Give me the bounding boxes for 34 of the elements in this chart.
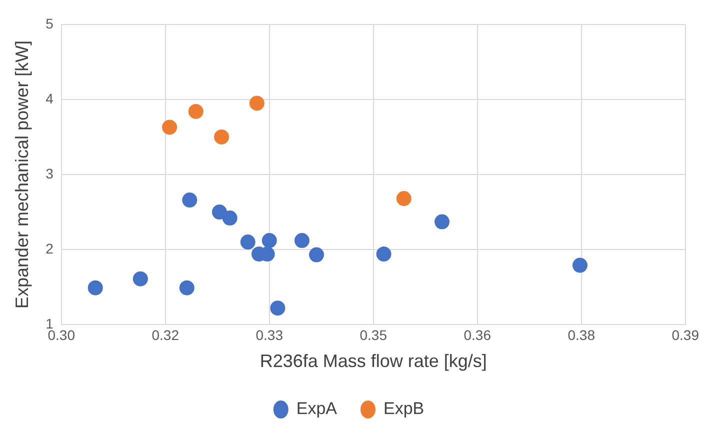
point bbox=[240, 234, 256, 250]
point bbox=[222, 210, 238, 226]
point bbox=[396, 191, 412, 206]
legend-label: ExpA bbox=[296, 399, 338, 418]
point bbox=[88, 280, 103, 296]
point bbox=[572, 258, 588, 273]
x-tick-label: 0.35 bbox=[360, 326, 388, 343]
x-tick-label: 0.38 bbox=[568, 326, 596, 343]
point bbox=[270, 300, 286, 316]
point bbox=[214, 129, 230, 144]
point bbox=[188, 104, 204, 119]
point bbox=[212, 204, 227, 220]
y-tick-label: 1 bbox=[46, 315, 54, 332]
y-tick-label: 2 bbox=[46, 240, 54, 256]
point bbox=[262, 233, 277, 248]
x-tick-label: 0.36 bbox=[464, 326, 492, 343]
x-tick-label: 0.32 bbox=[152, 326, 180, 343]
y-tick-label: 3 bbox=[46, 165, 54, 182]
point bbox=[179, 280, 194, 296]
point bbox=[376, 246, 392, 262]
y-tick-label: 4 bbox=[46, 90, 54, 106]
point bbox=[294, 233, 310, 248]
point bbox=[162, 120, 178, 135]
x-tick-label: 0.39 bbox=[672, 326, 700, 343]
x-tick-label: 0.33 bbox=[256, 326, 284, 343]
point bbox=[132, 271, 148, 286]
x-axis-title: R236fa Mass flow rate [kg/s] bbox=[260, 351, 487, 372]
point bbox=[309, 247, 324, 262]
point bbox=[182, 192, 198, 208]
point bbox=[249, 96, 264, 111]
y-tick-label: 5 bbox=[46, 15, 54, 32]
y-axis-title: Expander mechanical power [kW] bbox=[12, 40, 32, 309]
point bbox=[434, 214, 450, 230]
legend-label: ExpB bbox=[384, 399, 424, 418]
